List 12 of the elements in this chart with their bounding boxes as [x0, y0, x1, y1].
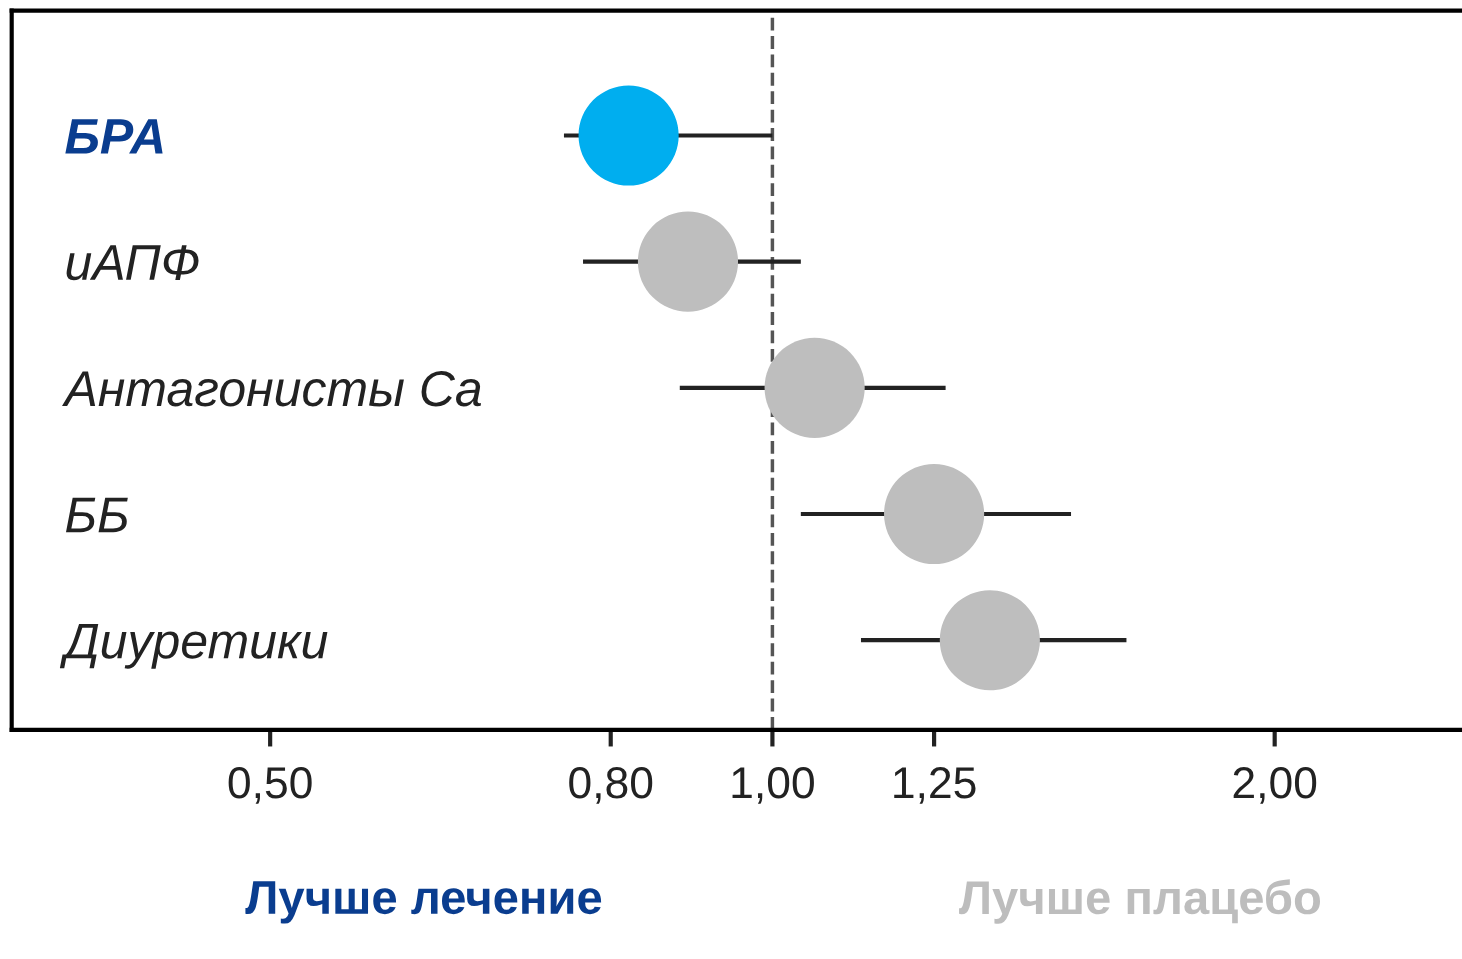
x-tick-label: 2,00 — [1233, 767, 1317, 804]
y-tick-label: Диуретики — [59, 623, 328, 669]
y-tick-label: ББ — [65, 497, 128, 533]
x-tick-label: 1,00 — [732, 767, 814, 804]
y-tick-label: иАПФ — [66, 245, 199, 281]
x-tick-label: 1,25 — [894, 767, 976, 804]
text: Лучше плацебо — [959, 879, 1321, 924]
x-tick-label: 0,80 — [569, 767, 653, 804]
y-tick-label: БРА — [65, 119, 163, 154]
x-tick-label: 0,50 — [228, 767, 312, 804]
text: Лучше лечение — [245, 881, 602, 924]
y-tick-label: Антагонисты Ca — [62, 371, 481, 407]
